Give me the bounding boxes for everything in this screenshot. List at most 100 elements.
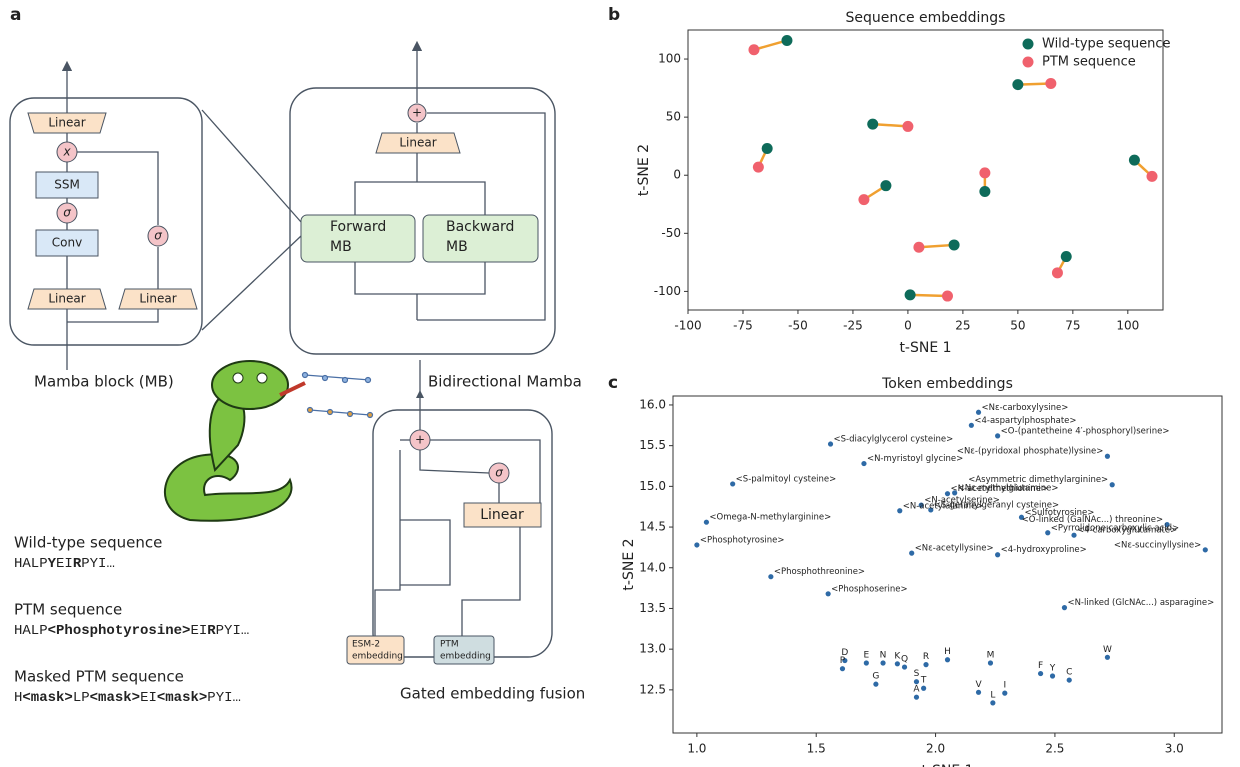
- linear: Linear: [139, 292, 176, 306]
- sequence-label: Wild-type sequence: [14, 534, 162, 552]
- x-axis-label: t-SNE 1: [921, 763, 973, 767]
- point: [1060, 251, 1072, 263]
- legend-marker: [1022, 38, 1034, 50]
- esm2-embedding: ESM-2: [352, 640, 380, 650]
- y-axis-label: t-SNE 2: [621, 538, 637, 590]
- pair-line: [872, 122, 908, 128]
- sequence-segment: EI: [140, 690, 157, 706]
- charts: Sequence embeddings t-SNE 1 t-SNE 2 -100 -75…: [621, 10, 1223, 767]
- point: [839, 666, 846, 672]
- panel-label: a: [10, 5, 21, 25]
- point: [894, 661, 900, 667]
- ptm-embedding: PTM: [440, 640, 459, 650]
- y-tick-label: -50: [661, 226, 681, 240]
- point: [1002, 690, 1008, 696]
- pair-line: [910, 293, 948, 298]
- point-label: S: [914, 669, 920, 679]
- point: [1045, 530, 1051, 536]
- point: [703, 519, 710, 525]
- point: [1104, 453, 1111, 459]
- point: [781, 34, 793, 46]
- sequence: HALPYEIRPYI…: [14, 556, 115, 572]
- point: [921, 685, 927, 691]
- pair-line: [753, 39, 788, 51]
- sequence-segment: <mask>: [90, 690, 140, 706]
- caption: Bidirectional Mamba: [428, 373, 582, 391]
- point: [944, 657, 951, 663]
- x-axis-label: t-SNE 1: [899, 340, 951, 356]
- point: [867, 118, 879, 130]
- chart-title: Sequence embeddings: [846, 10, 1006, 26]
- point-label: <4-aspartylphosphate>: [974, 416, 1076, 426]
- point: [858, 194, 870, 206]
- point: [1018, 514, 1025, 520]
- legend-label: PTM sequence: [1042, 55, 1136, 70]
- point-label: <N-myristoyl glycine>: [867, 454, 963, 464]
- point: [948, 239, 960, 251]
- forward-mb: Forward: [330, 219, 386, 235]
- bidirectional-mamba: + Linear Forward MB Backward MB Bidirect…: [289, 40, 582, 430]
- x-tick-label: -100: [674, 319, 701, 333]
- sequence-label: Masked PTM sequence: [14, 668, 184, 686]
- point: [952, 490, 958, 496]
- point: [995, 552, 1001, 558]
- point-label: <S-geranylgeranyl cysteine>: [934, 500, 1059, 510]
- point: [1164, 522, 1170, 528]
- y-tick-label: 16.0: [639, 397, 666, 411]
- point-label: A: [913, 685, 920, 695]
- point-label: R: [923, 652, 929, 662]
- point-label: <O-(pantetheine 4′-phosphoryl)serine>: [1001, 426, 1170, 436]
- sequence-segment: HALP: [14, 556, 48, 572]
- point-label: M: [987, 650, 995, 660]
- gated-fusion: + σ Linear ESM-2 embedding PTM embedding…: [346, 409, 585, 703]
- add: +: [412, 106, 422, 120]
- y-tick-label: 0: [673, 168, 681, 182]
- point: [975, 689, 982, 695]
- point: [827, 441, 834, 447]
- x-tick-label: 100: [1116, 319, 1139, 333]
- point: [694, 542, 700, 548]
- sequence-segment: Y: [48, 556, 57, 572]
- point: [979, 185, 991, 197]
- point: [918, 502, 924, 508]
- point: [901, 664, 908, 670]
- point-label: W: [1103, 645, 1112, 655]
- y-tick-label: 12.5: [639, 682, 666, 696]
- x-tick-label: 50: [1010, 319, 1025, 333]
- point-label: <S-palmitoyl cysteine>: [736, 474, 837, 484]
- conv: Conv: [52, 236, 82, 250]
- caption: Gated embedding fusion: [400, 685, 585, 703]
- sequence: H<mask>LP<mask>EI<mask>PYI…: [14, 690, 241, 706]
- point: [979, 167, 991, 179]
- point-label: G: [872, 672, 879, 682]
- point: [752, 161, 764, 173]
- panel-label: b: [608, 5, 620, 25]
- point: [987, 660, 994, 666]
- point-label: <Nε-methylglutamine>: [958, 483, 1059, 493]
- point: [842, 657, 848, 664]
- point: [909, 550, 915, 556]
- linear: Linear: [480, 507, 524, 523]
- snake-illustration: [163, 360, 374, 522]
- sequence-segment: EI: [190, 623, 207, 639]
- point: [990, 700, 996, 706]
- backward-mb: Backward: [446, 219, 514, 235]
- point: [923, 662, 929, 668]
- point-label: <Pyrrolidone carboxylic acid>: [1051, 523, 1179, 533]
- x-tick-label: -25: [843, 319, 863, 333]
- sequence-segment: LP: [73, 690, 90, 706]
- x-tick-label: 75: [1065, 319, 1080, 333]
- point: [1071, 532, 1077, 538]
- linear: Linear: [48, 292, 85, 306]
- point-label: N: [880, 650, 887, 660]
- point: [913, 694, 920, 700]
- sequence-segment: <mask>: [22, 690, 72, 706]
- sequence-segment: EI: [56, 556, 73, 572]
- pair-line: [1017, 82, 1051, 86]
- x-tick-label: 1.5: [807, 742, 826, 756]
- x-tick-label: 1.0: [687, 742, 706, 756]
- point-label: <Phosphoserine>: [831, 584, 908, 594]
- plot-frame: [672, 395, 1223, 734]
- chart-title: Token embeddings: [881, 376, 1013, 392]
- point: [1051, 267, 1063, 279]
